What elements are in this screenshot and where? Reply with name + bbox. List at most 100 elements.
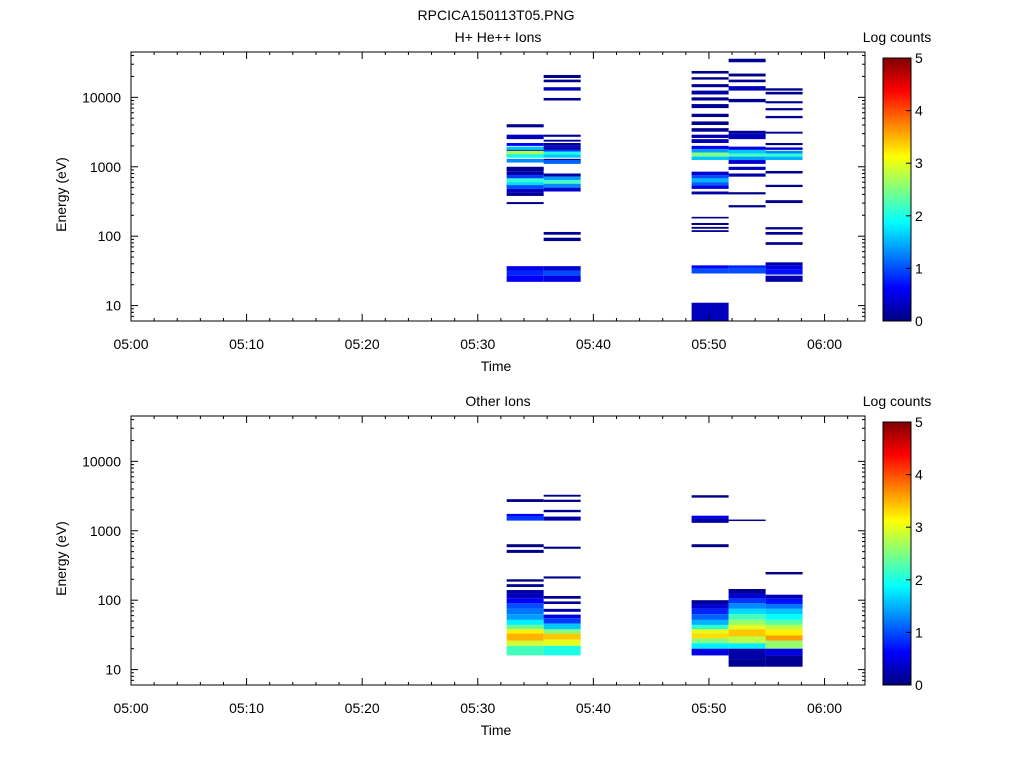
spectrogram-cell (691, 302, 729, 321)
spectrogram-cell (765, 614, 803, 620)
spectrogram-cell (728, 133, 766, 140)
spectrogram-cell (543, 139, 581, 142)
spectrogram-cell (543, 645, 581, 656)
spectrogram-cell (765, 147, 803, 150)
plot-frame (130, 415, 866, 686)
spectrogram-cell (728, 149, 766, 154)
spectrogram-cell (765, 156, 803, 161)
spectrogram-cell (506, 188, 544, 193)
spectrogram-cell (691, 128, 729, 132)
spectrogram-cell (691, 84, 729, 88)
spectrogram-cell (691, 614, 729, 620)
spectrogram-cell (691, 156, 729, 161)
spectrogram-cell (691, 191, 729, 195)
spectrogram-cell (543, 614, 581, 619)
spectrogram-cell (691, 171, 729, 176)
y-tick-label: 10 (105, 662, 121, 678)
spectrogram-cell (691, 145, 729, 150)
spectrogram-cell (506, 168, 544, 172)
spectrogram-cell (506, 171, 544, 176)
spectrogram-cell (543, 601, 581, 605)
spectrogram-cell (728, 603, 766, 609)
spectrogram-cell (765, 275, 803, 282)
spectrogram-cell (506, 633, 544, 641)
spectrogram-cell (765, 655, 803, 667)
spectrogram-cell (691, 648, 729, 656)
spectrogram-cell (543, 576, 581, 579)
spectrogram-cell (691, 608, 729, 615)
x-tick-label: 05:20 (345, 336, 380, 352)
spectrogram-cell (543, 74, 581, 78)
spectrogram-cell (765, 571, 803, 575)
spectrogram-cell (543, 187, 581, 192)
spectrogram-cell (543, 546, 581, 549)
x-tick-label: 05:40 (576, 336, 611, 352)
colorbar-tick-label: 2 (915, 208, 923, 224)
spectrogram-cell (506, 499, 544, 502)
spectrogram-cell (506, 134, 544, 140)
spectrogram-cell (728, 268, 766, 274)
spectrogram-cell (728, 519, 766, 522)
spectrogram-cell (765, 242, 803, 245)
colorbar-tick-label: 2 (915, 572, 923, 588)
y-tick-label: 10 (105, 298, 121, 314)
spectrogram-cell (543, 629, 581, 634)
spectrogram-cell (506, 142, 544, 146)
spectrogram-cell (691, 216, 729, 219)
colorbar-tick-label: 0 (915, 313, 923, 329)
spectrogram-cell (543, 231, 581, 235)
x-tick-label: 05:40 (576, 700, 611, 716)
spectrogram-cell (765, 635, 803, 641)
spectrogram-cell (506, 513, 544, 517)
x-tick-label: 05:10 (229, 336, 264, 352)
spectrogram-cell (506, 579, 544, 582)
x-axis-label: Time (481, 358, 512, 374)
spectrogram-cell (506, 178, 544, 183)
spectrogram-cell (543, 633, 581, 640)
spectrogram-cell (691, 77, 729, 80)
spectrogram-cell (765, 142, 803, 146)
spectrogram-cell (765, 150, 803, 154)
spectrogram-cell (506, 270, 544, 276)
spectrogram-cell (506, 614, 544, 620)
spectrogram-cell (543, 618, 581, 624)
spectrogram-cell (543, 494, 581, 497)
spectrogram-cell (691, 178, 729, 183)
spectrogram-cell (728, 598, 766, 604)
spectrogram-cell (765, 170, 803, 174)
spectrogram-cell (765, 200, 803, 204)
spectrogram-cell (691, 134, 729, 138)
spectrogram-cell (728, 619, 766, 625)
spectrogram-cell (506, 150, 544, 155)
spectrogram-cell (691, 604, 729, 609)
spectrogram-cell (543, 151, 581, 155)
spectrogram-cell (506, 645, 544, 656)
spectrogram-cell (506, 166, 544, 170)
colorbar: 0 1 2 3 4 5 Log counts (863, 29, 932, 329)
spectrogram-cell (543, 266, 581, 271)
figure-filename: RPCICA150113T05.PNG (418, 7, 575, 23)
x-tick-label: 06:00 (807, 700, 842, 716)
colorbar-tick-label: 1 (915, 260, 923, 276)
spectrogram-cell (543, 499, 581, 502)
spectrogram-cell (728, 636, 766, 644)
panel-h-he-ions: H+ He++ Ions 05:00 05:10 05:20 05:30 05:40 05:… (53, 29, 931, 374)
x-tick-label: 06:00 (807, 336, 842, 352)
spectrogram-cell (728, 146, 766, 150)
spectrogram-cell (765, 594, 803, 599)
spectrogram-cell (728, 98, 766, 103)
spectrogram-cell (506, 624, 544, 630)
spectrogram-cell (728, 86, 766, 91)
spectrogram-cell (691, 544, 729, 548)
spectrogram-cell (691, 226, 729, 229)
spectrogram-cell (691, 182, 729, 186)
y-tick-label: 1000 (90, 159, 121, 175)
spectrogram-cell (506, 584, 544, 587)
spectrogram-cell (765, 88, 803, 91)
colorbar-tick-label: 5 (915, 50, 923, 66)
colorbar-tick-label: 0 (915, 677, 923, 693)
colorbar-tick-label: 1 (915, 624, 923, 640)
spectrogram-cell (765, 604, 803, 609)
spectrogram-cell (765, 231, 803, 235)
plot-frame (130, 51, 866, 322)
